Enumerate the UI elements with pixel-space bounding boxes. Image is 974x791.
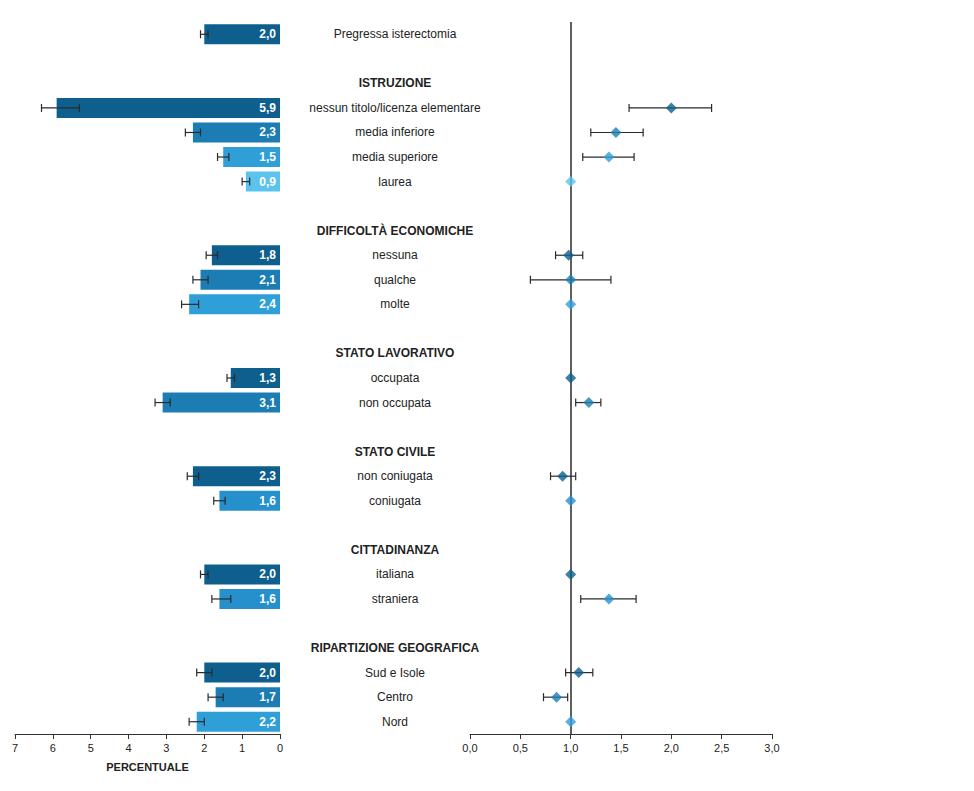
svg-text:STATO CIVILE: STATO CIVILE [355, 445, 436, 459]
svg-text:Sud e Isole: Sud e Isole [365, 666, 425, 680]
svg-text:2,0: 2,0 [259, 567, 276, 581]
svg-text:occupata: occupata [371, 371, 420, 385]
svg-text:CITTADINANZA: CITTADINANZA [351, 543, 440, 557]
svg-text:media inferiore: media inferiore [355, 125, 435, 139]
svg-text:2,1: 2,1 [259, 273, 276, 287]
svg-text:Centro: Centro [377, 690, 413, 704]
svg-text:italiana: italiana [376, 567, 414, 581]
svg-text:1: 1 [239, 742, 245, 754]
svg-text:qualche: qualche [374, 273, 416, 287]
svg-text:straniera: straniera [372, 592, 419, 606]
svg-text:3,1: 3,1 [259, 396, 276, 410]
svg-text:2,5: 2,5 [714, 742, 729, 754]
svg-text:5: 5 [88, 742, 94, 754]
svg-text:media superiore: media superiore [352, 150, 438, 164]
svg-text:RIPARTIZIONE GEOGRAFICA: RIPARTIZIONE GEOGRAFICA [311, 641, 480, 655]
svg-text:nessuna: nessuna [372, 248, 418, 262]
svg-text:6: 6 [50, 742, 56, 754]
svg-text:0: 0 [277, 742, 283, 754]
svg-text:STATO LAVORATIVO: STATO LAVORATIVO [336, 346, 455, 360]
svg-text:7: 7 [12, 742, 18, 754]
svg-text:Pregressa isterectomia: Pregressa isterectomia [334, 27, 457, 41]
svg-text:1,6: 1,6 [259, 592, 276, 606]
svg-text:PERCENTUALE: PERCENTUALE [106, 761, 189, 773]
svg-text:5,9: 5,9 [259, 101, 276, 115]
svg-text:1,5: 1,5 [259, 150, 276, 164]
svg-text:2,3: 2,3 [259, 469, 276, 483]
svg-text:2,3: 2,3 [259, 125, 276, 139]
svg-text:1,7: 1,7 [259, 690, 276, 704]
svg-text:DIFFICOLTÀ ECONOMICHE: DIFFICOLTÀ ECONOMICHE [317, 223, 473, 238]
svg-text:2,0: 2,0 [259, 666, 276, 680]
svg-text:ISTRUZIONE: ISTRUZIONE [359, 76, 432, 90]
svg-text:2,2: 2,2 [259, 715, 276, 729]
svg-text:1,8: 1,8 [259, 248, 276, 262]
svg-text:coniugata: coniugata [369, 494, 421, 508]
svg-text:2,0: 2,0 [259, 27, 276, 41]
svg-text:Nord: Nord [382, 715, 408, 729]
svg-text:nessun titolo/licenza elementa: nessun titolo/licenza elementare [309, 101, 481, 115]
svg-text:3,0: 3,0 [764, 742, 779, 754]
svg-text:1,3: 1,3 [259, 371, 276, 385]
svg-text:4: 4 [126, 742, 132, 754]
svg-text:1,0: 1,0 [563, 742, 578, 754]
svg-text:0,5: 0,5 [513, 742, 528, 754]
svg-text:0,9: 0,9 [259, 175, 276, 189]
svg-text:2,4: 2,4 [259, 297, 276, 311]
svg-text:non occupata: non occupata [359, 396, 431, 410]
svg-text:2,0: 2,0 [664, 742, 679, 754]
svg-text:1,6: 1,6 [259, 494, 276, 508]
svg-text:0,0: 0,0 [462, 742, 477, 754]
svg-text:2: 2 [201, 742, 207, 754]
svg-text:laurea: laurea [378, 175, 412, 189]
svg-text:3: 3 [163, 742, 169, 754]
svg-text:1,5: 1,5 [613, 742, 628, 754]
svg-text:molte: molte [380, 297, 410, 311]
svg-text:non coniugata: non coniugata [357, 469, 433, 483]
